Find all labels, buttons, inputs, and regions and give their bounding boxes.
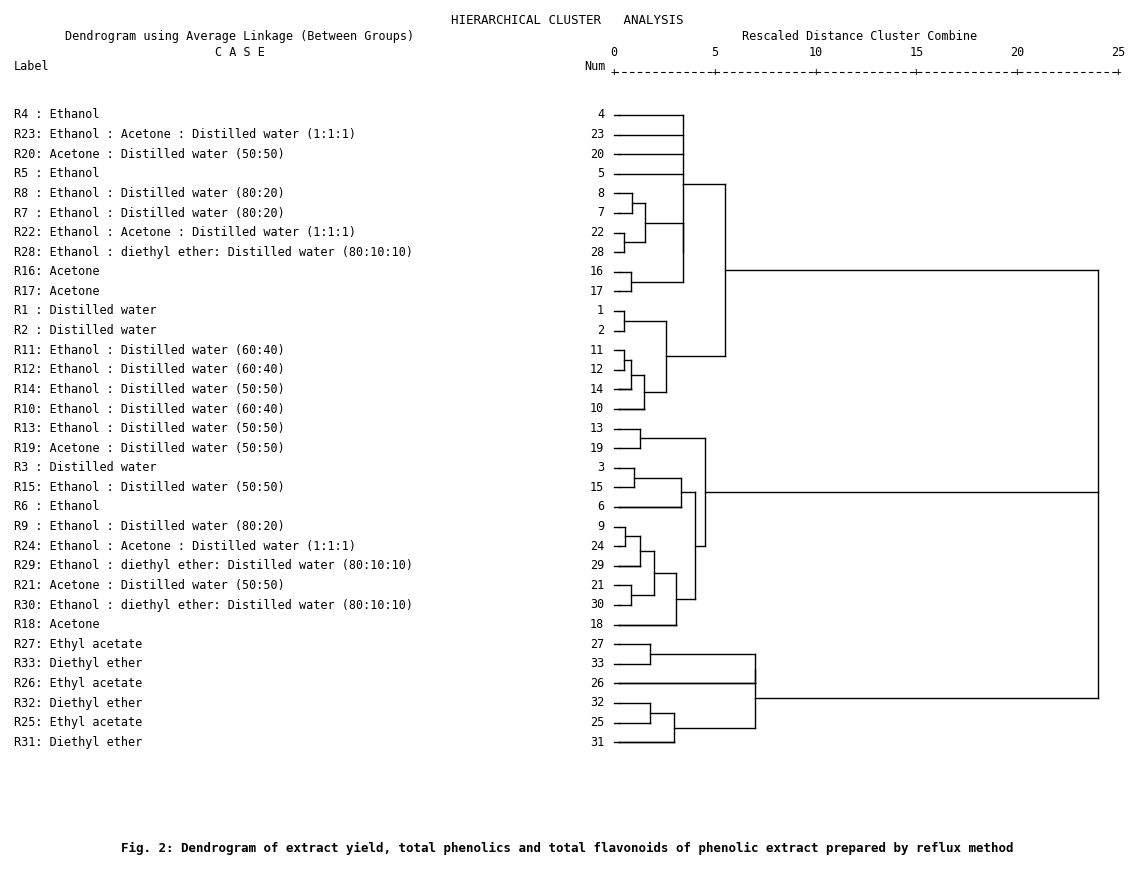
Text: R19: Acetone : Distilled water (50:50): R19: Acetone : Distilled water (50:50): [14, 441, 285, 454]
Text: 15: 15: [909, 46, 924, 59]
Text: R3 : Distilled water: R3 : Distilled water: [14, 461, 157, 474]
Text: 16: 16: [590, 265, 604, 278]
Text: R20: Acetone : Distilled water (50:50): R20: Acetone : Distilled water (50:50): [14, 148, 285, 161]
Text: 5: 5: [597, 168, 604, 180]
Text: R29: Ethanol : diethyl ether: Distilled water (80:10:10): R29: Ethanol : diethyl ether: Distilled …: [14, 560, 413, 573]
Text: R5 : Ethanol: R5 : Ethanol: [14, 168, 100, 180]
Text: 17: 17: [590, 285, 604, 298]
Text: Fig. 2: Dendrogram of extract yield, total phenolics and total flavonoids of phe: Fig. 2: Dendrogram of extract yield, tot…: [120, 841, 1014, 854]
Text: R30: Ethanol : diethyl ether: Distilled water (80:10:10): R30: Ethanol : diethyl ether: Distilled …: [14, 599, 413, 612]
Text: R32: Diethyl ether: R32: Diethyl ether: [14, 696, 142, 709]
Text: Num: Num: [585, 60, 605, 73]
Text: +: +: [913, 67, 919, 77]
Text: 29: 29: [590, 560, 604, 573]
Text: 3: 3: [597, 461, 604, 474]
Text: R23: Ethanol : Acetone : Distilled water (1:1:1): R23: Ethanol : Acetone : Distilled water…: [14, 128, 356, 141]
Text: R10: Ethanol : Distilled water (60:40): R10: Ethanol : Distilled water (60:40): [14, 402, 285, 415]
Text: 30: 30: [590, 599, 604, 612]
Text: R21: Acetone : Distilled water (50:50): R21: Acetone : Distilled water (50:50): [14, 579, 285, 592]
Text: +: +: [1115, 67, 1121, 77]
Text: +: +: [813, 67, 819, 77]
Text: R33: Diethyl ether: R33: Diethyl ether: [14, 657, 142, 670]
Text: R8 : Ethanol : Distilled water (80:20): R8 : Ethanol : Distilled water (80:20): [14, 187, 285, 200]
Text: 15: 15: [590, 481, 604, 494]
Text: 21: 21: [590, 579, 604, 592]
Text: 22: 22: [590, 226, 604, 239]
Text: R14: Ethanol : Distilled water (50:50): R14: Ethanol : Distilled water (50:50): [14, 383, 285, 396]
Text: R2 : Distilled water: R2 : Distilled water: [14, 324, 157, 337]
Text: 12: 12: [590, 363, 604, 376]
Text: R25: Ethyl acetate: R25: Ethyl acetate: [14, 716, 142, 729]
Text: R27: Ethyl acetate: R27: Ethyl acetate: [14, 638, 142, 651]
Text: R31: Diethyl ether: R31: Diethyl ether: [14, 736, 142, 749]
Text: R6 : Ethanol: R6 : Ethanol: [14, 501, 100, 514]
Text: 2: 2: [597, 324, 604, 337]
Text: +: +: [1014, 67, 1020, 77]
Text: 10: 10: [590, 402, 604, 415]
Text: +: +: [611, 67, 617, 77]
Text: 6: 6: [597, 501, 604, 514]
Text: 33: 33: [590, 657, 604, 670]
Text: R12: Ethanol : Distilled water (60:40): R12: Ethanol : Distilled water (60:40): [14, 363, 285, 376]
Text: 4: 4: [597, 109, 604, 122]
Text: Dendrogram using Average Linkage (Between Groups): Dendrogram using Average Linkage (Betwee…: [66, 30, 414, 43]
Text: R24: Ethanol : Acetone : Distilled water (1:1:1): R24: Ethanol : Acetone : Distilled water…: [14, 540, 356, 553]
Text: +: +: [712, 67, 718, 77]
Text: 14: 14: [590, 383, 604, 396]
Text: 8: 8: [597, 187, 604, 200]
Text: 13: 13: [590, 422, 604, 435]
Text: 20: 20: [590, 148, 604, 161]
Text: 28: 28: [590, 246, 604, 259]
Text: 23: 23: [590, 128, 604, 141]
Text: 25: 25: [590, 716, 604, 729]
Text: 11: 11: [590, 344, 604, 356]
Text: C A S E: C A S E: [215, 46, 264, 59]
Text: Rescaled Distance Cluster Combine: Rescaled Distance Cluster Combine: [742, 30, 977, 43]
Text: 31: 31: [590, 736, 604, 749]
Text: 5: 5: [712, 46, 718, 59]
Text: R13: Ethanol : Distilled water (50:50): R13: Ethanol : Distilled water (50:50): [14, 422, 285, 435]
Text: 20: 20: [1010, 46, 1024, 59]
Text: HIERARCHICAL CLUSTER   ANALYSIS: HIERARCHICAL CLUSTER ANALYSIS: [451, 14, 683, 27]
Text: R1 : Distilled water: R1 : Distilled water: [14, 304, 157, 317]
Text: 19: 19: [590, 441, 604, 454]
Text: 10: 10: [808, 46, 823, 59]
Text: R26: Ethyl acetate: R26: Ethyl acetate: [14, 677, 142, 690]
Text: 25: 25: [1111, 46, 1125, 59]
Text: 9: 9: [597, 521, 604, 533]
Text: R9 : Ethanol : Distilled water (80:20): R9 : Ethanol : Distilled water (80:20): [14, 521, 285, 533]
Text: 26: 26: [590, 677, 604, 690]
Text: 0: 0: [611, 46, 617, 59]
Text: 7: 7: [597, 207, 604, 220]
Text: 18: 18: [590, 618, 604, 631]
Text: R22: Ethanol : Acetone : Distilled water (1:1:1): R22: Ethanol : Acetone : Distilled water…: [14, 226, 356, 239]
Text: R11: Ethanol : Distilled water (60:40): R11: Ethanol : Distilled water (60:40): [14, 344, 285, 356]
Text: R4 : Ethanol: R4 : Ethanol: [14, 109, 100, 122]
Text: 24: 24: [590, 540, 604, 553]
Text: R17: Acetone: R17: Acetone: [14, 285, 100, 298]
Text: 1: 1: [597, 304, 604, 317]
Text: Label: Label: [14, 60, 50, 73]
Text: 32: 32: [590, 696, 604, 709]
Text: R16: Acetone: R16: Acetone: [14, 265, 100, 278]
Text: R15: Ethanol : Distilled water (50:50): R15: Ethanol : Distilled water (50:50): [14, 481, 285, 494]
Text: R18: Acetone: R18: Acetone: [14, 618, 100, 631]
Text: 27: 27: [590, 638, 604, 651]
Text: R28: Ethanol : diethyl ether: Distilled water (80:10:10): R28: Ethanol : diethyl ether: Distilled …: [14, 246, 413, 259]
Text: R7 : Ethanol : Distilled water (80:20): R7 : Ethanol : Distilled water (80:20): [14, 207, 285, 220]
